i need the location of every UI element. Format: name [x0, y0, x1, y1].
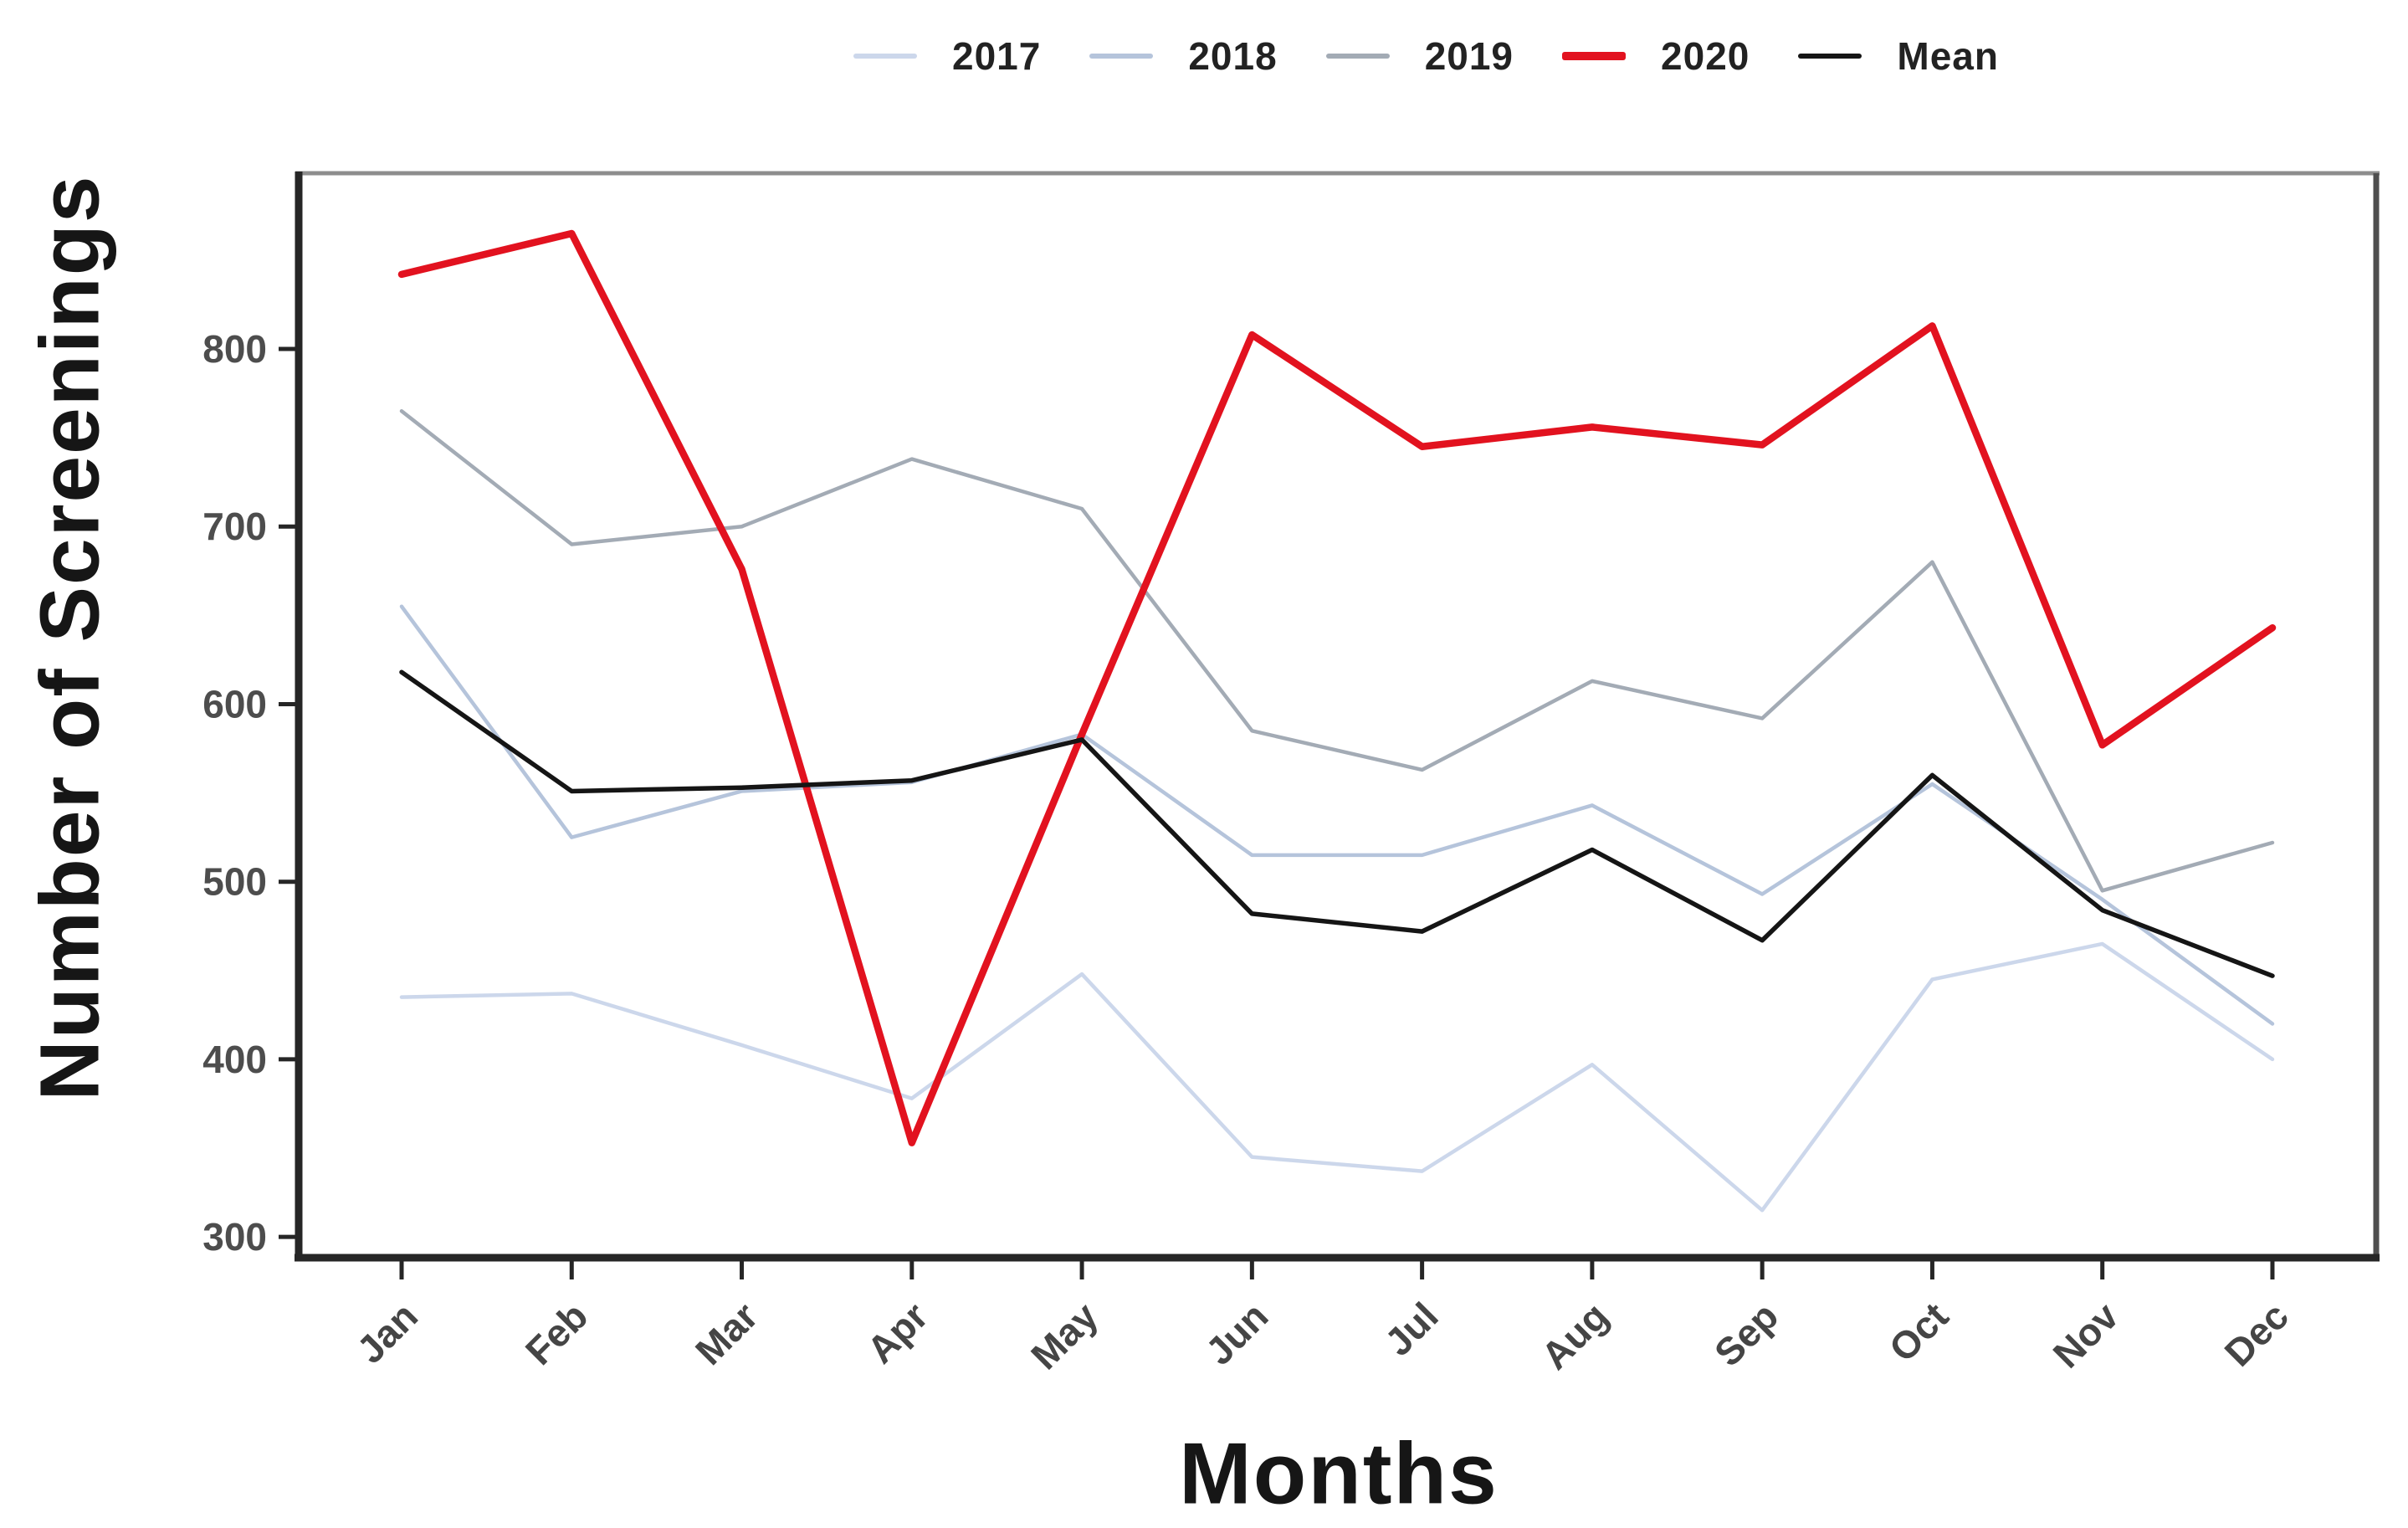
x-tick-label-dec: Dec: [2216, 1294, 2297, 1374]
legend-key-2020-icon: [1562, 52, 1627, 60]
legend-key-mean-icon: [1798, 53, 1862, 59]
legend-key-2019-icon: [1325, 54, 1390, 59]
x-tick-label-apr: Apr: [858, 1294, 936, 1372]
legend-item-2018: 2018: [1089, 33, 1277, 79]
series-line-2018: [399, 604, 2275, 1026]
x-tick-label-jun: Jun: [1197, 1294, 1277, 1373]
legend-label-2019: 2019: [1424, 34, 1514, 78]
series-line-mean: [399, 669, 2275, 978]
legend-item-2017: 2017: [853, 33, 1041, 79]
x-tick-label-nov: Nov: [2045, 1294, 2128, 1377]
x-axis-title: Months: [1179, 1425, 1499, 1523]
legend-label-2018: 2018: [1188, 34, 1278, 78]
y-tick-label-600: 600: [202, 682, 267, 726]
x-tick-label-sep: Sep: [1706, 1294, 1786, 1374]
y-tick-label-400: 400: [202, 1038, 267, 1081]
legend-key-2017-icon: [853, 54, 917, 59]
legend-item-mean: Mean: [1798, 33, 1999, 79]
x-tick-label-aug: Aug: [1533, 1294, 1616, 1377]
legend-label-mean: Mean: [1897, 34, 1999, 78]
x-tick-label-feb: Feb: [517, 1294, 597, 1373]
y-tick-label-500: 500: [202, 860, 267, 904]
x-tick-label-jul: Jul: [1376, 1294, 1447, 1364]
legend-item-2020: 2020: [1562, 33, 1750, 79]
x-tick-label-mar: Mar: [687, 1294, 766, 1373]
series-line-2017: [399, 941, 2275, 1213]
y-tick-label-800: 800: [202, 327, 267, 371]
x-tick-label-oct: Oct: [1881, 1294, 1957, 1370]
legend-key-2018-icon: [1089, 54, 1154, 59]
series-line-2019: [399, 409, 2275, 893]
chart-legend: 2017 2018 2019 2020 Mean: [853, 33, 1999, 79]
x-tick-label-jan: Jan: [348, 1294, 426, 1372]
y-tick-label-700: 700: [202, 505, 267, 548]
x-tick-label-may: May: [1022, 1294, 1106, 1377]
legend-item-2019: 2019: [1325, 33, 1514, 79]
series-line-2020: [397, 229, 2277, 1146]
y-tick-label-300: 300: [202, 1215, 267, 1259]
legend-label-2020: 2020: [1661, 34, 1750, 78]
legend-label-2017: 2017: [952, 34, 1042, 78]
